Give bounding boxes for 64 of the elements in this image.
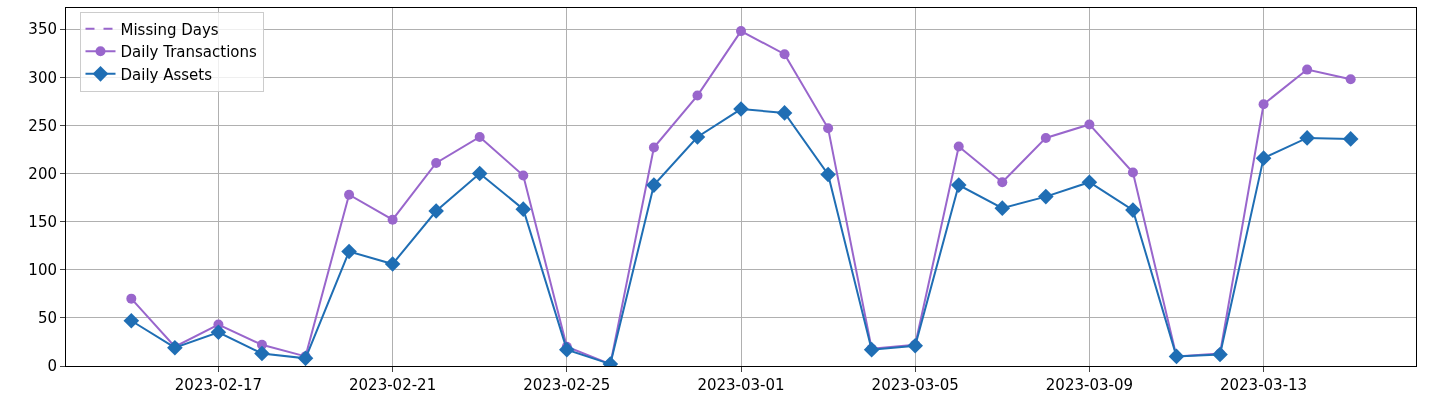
point — [689, 129, 706, 145]
x-tick-label: 2023-02-21 — [349, 376, 437, 394]
x-tick-label: 2023-03-01 — [697, 376, 785, 394]
y-tick-label: 250 — [28, 116, 57, 135]
point — [863, 341, 880, 358]
point — [1212, 346, 1228, 363]
point — [254, 345, 270, 362]
point — [994, 200, 1011, 216]
point — [471, 165, 488, 182]
point — [1345, 74, 1356, 85]
point — [646, 177, 662, 193]
point — [997, 177, 1008, 188]
y-tick-label: 200 — [28, 164, 57, 183]
point — [1258, 99, 1269, 110]
point — [559, 341, 575, 358]
point — [1299, 130, 1315, 146]
point — [515, 201, 532, 217]
point — [344, 189, 355, 200]
x-tick-label: 2023-02-25 — [523, 376, 611, 394]
y-tick-label: 150 — [28, 212, 57, 231]
point — [123, 312, 140, 329]
point — [428, 203, 444, 219]
point — [776, 105, 793, 121]
point — [387, 214, 398, 225]
point — [1342, 131, 1359, 147]
point — [1040, 132, 1051, 143]
y-tick-label: 100 — [28, 261, 57, 280]
point — [1127, 167, 1138, 178]
point — [1081, 174, 1098, 190]
point — [907, 337, 923, 354]
x-tick-label: 2023-03-09 — [1045, 376, 1133, 394]
point — [126, 293, 137, 304]
point — [733, 101, 749, 117]
x-tick-label: 2023-02-17 — [174, 376, 263, 394]
point — [1302, 64, 1313, 75]
legend-label: Missing Days — [120, 20, 219, 39]
point — [297, 350, 314, 366]
y-tick-label: 300 — [28, 68, 57, 87]
point — [692, 90, 703, 101]
point — [820, 166, 836, 183]
y-tick-label: 0 — [47, 357, 57, 376]
x-tick-label: 2023-03-13 — [1219, 376, 1308, 394]
point — [1255, 150, 1272, 166]
point — [953, 141, 964, 152]
point — [779, 49, 790, 60]
legend-label: Daily Transactions — [120, 43, 258, 62]
point — [1084, 119, 1095, 130]
y-tick-label: 50 — [37, 309, 57, 328]
point — [384, 256, 401, 272]
x-tick-label: 2023-03-05 — [871, 376, 959, 394]
point — [648, 142, 659, 153]
point — [474, 131, 485, 142]
point — [1038, 188, 1054, 205]
legend-label: Daily Assets — [120, 65, 213, 84]
point — [823, 123, 834, 134]
point — [950, 177, 967, 193]
point — [167, 339, 183, 356]
point — [341, 243, 357, 260]
point — [431, 157, 442, 168]
point — [1125, 202, 1141, 218]
point — [736, 26, 746, 37]
y-tick-label: 350 — [28, 20, 57, 39]
point — [210, 324, 227, 341]
point — [518, 170, 529, 181]
